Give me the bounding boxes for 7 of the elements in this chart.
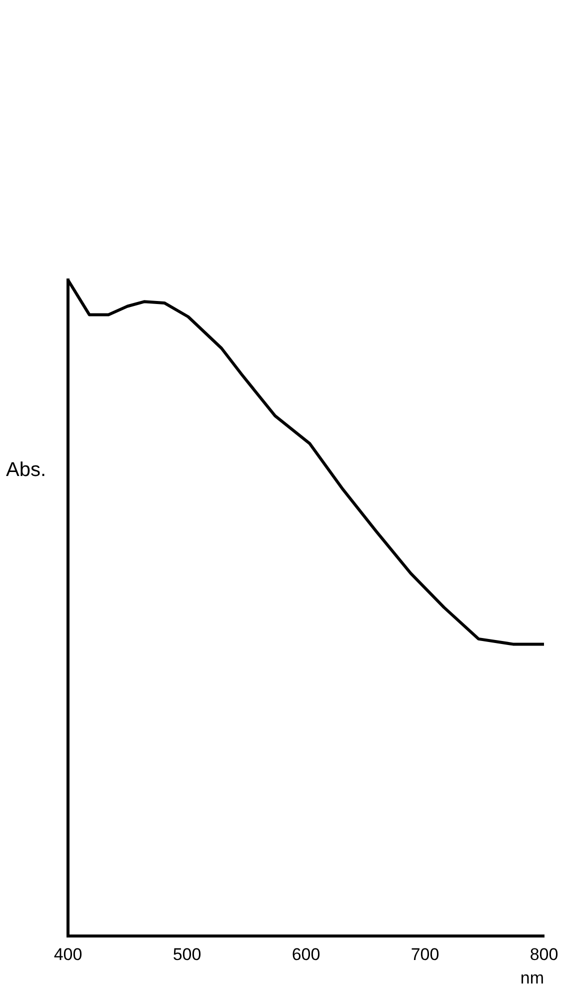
y-axis-title: Abs. <box>6 458 46 481</box>
x-axis-title: nm <box>520 968 544 988</box>
x-tick-label: 400 <box>54 945 82 964</box>
x-tick-label: 600 <box>292 945 320 964</box>
x-tick-label: 500 <box>172 945 202 964</box>
x-tick-label: 800 <box>530 945 558 964</box>
x-tick-label: 700 <box>410 945 440 964</box>
